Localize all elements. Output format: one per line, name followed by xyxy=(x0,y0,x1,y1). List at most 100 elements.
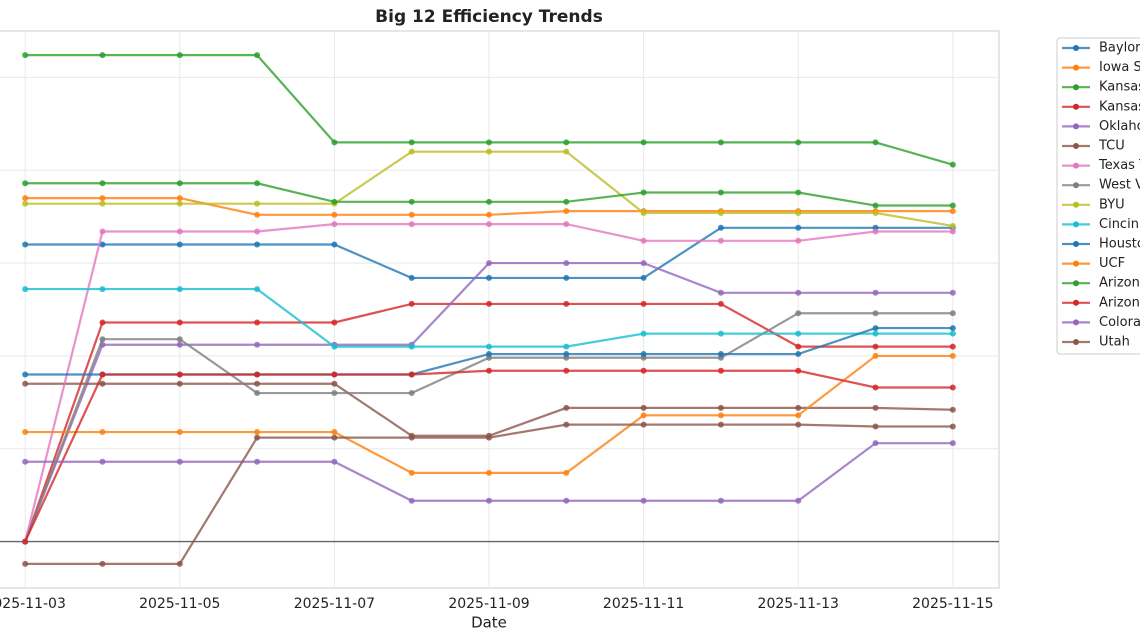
legend-label: Kansas xyxy=(1099,99,1140,114)
data-point xyxy=(795,497,802,504)
data-point xyxy=(717,224,724,231)
data-point xyxy=(22,538,29,545)
data-point xyxy=(254,52,261,59)
legend-marker xyxy=(1073,241,1079,247)
data-point xyxy=(795,189,802,196)
data-point xyxy=(563,208,570,215)
data-point xyxy=(563,139,570,146)
data-point xyxy=(176,560,183,567)
data-point xyxy=(717,412,724,419)
data-point xyxy=(795,139,802,146)
legend-marker xyxy=(1073,339,1079,345)
data-point xyxy=(408,148,415,155)
series xyxy=(22,440,956,504)
data-point xyxy=(640,421,647,428)
data-point xyxy=(640,300,647,307)
data-point xyxy=(331,458,338,465)
data-point xyxy=(331,241,338,248)
legend-label: Kansas xyxy=(1099,80,1140,95)
data-point xyxy=(22,371,29,378)
legend-marker xyxy=(1073,182,1079,189)
data-point xyxy=(408,434,415,441)
legend-marker xyxy=(1073,45,1079,51)
data-point xyxy=(176,336,183,343)
data-point xyxy=(99,241,106,248)
data-point xyxy=(408,198,415,205)
data-point xyxy=(486,260,492,267)
data-point xyxy=(872,202,879,209)
data-point xyxy=(563,343,570,350)
data-point xyxy=(331,198,338,205)
data-point xyxy=(331,390,338,397)
data-point xyxy=(486,221,492,228)
data-point xyxy=(640,367,647,374)
data-point xyxy=(872,352,879,359)
data-point xyxy=(795,367,802,374)
legend-marker xyxy=(1073,103,1079,110)
data-point xyxy=(331,211,338,218)
data-point xyxy=(254,390,261,397)
legend-marker xyxy=(1073,319,1079,326)
series xyxy=(22,421,956,567)
data-point xyxy=(486,469,492,476)
data-point xyxy=(949,440,956,447)
data-point xyxy=(872,289,879,296)
data-point xyxy=(254,286,261,293)
data-point xyxy=(254,228,261,235)
data-point xyxy=(795,224,802,231)
chart-title: Big 12 Efficiency Trends xyxy=(375,7,603,27)
data-point xyxy=(949,222,956,229)
legend-label: Colora xyxy=(1099,315,1140,330)
legend-box xyxy=(1056,37,1140,355)
data-point xyxy=(99,195,106,202)
data-point xyxy=(486,274,492,281)
data-point xyxy=(486,434,492,441)
data-point xyxy=(176,458,183,465)
data-point xyxy=(486,497,492,504)
data-point xyxy=(563,274,570,281)
data-point xyxy=(717,421,724,428)
legend-label: Baylor xyxy=(1099,41,1140,56)
data-point xyxy=(563,198,570,205)
series xyxy=(22,260,956,545)
data-point xyxy=(640,330,647,337)
data-point xyxy=(408,300,415,307)
legend-label: Cincinn xyxy=(1099,217,1140,232)
data-point xyxy=(176,52,183,59)
data-point xyxy=(795,404,802,411)
data-point xyxy=(486,198,492,205)
data-point xyxy=(563,469,570,476)
series xyxy=(22,52,956,168)
series xyxy=(22,352,956,476)
data-point xyxy=(99,286,106,293)
data-point xyxy=(872,228,879,235)
data-point xyxy=(949,423,956,430)
data-point xyxy=(99,52,106,59)
data-point xyxy=(563,351,570,358)
data-point xyxy=(22,200,29,207)
series xyxy=(22,286,956,350)
data-point xyxy=(22,52,29,59)
data-point xyxy=(640,237,647,244)
data-point xyxy=(717,330,724,337)
data-point xyxy=(640,260,647,267)
legend-marker xyxy=(1073,143,1079,149)
data-point xyxy=(331,139,338,146)
data-point xyxy=(331,343,338,350)
data-point xyxy=(22,380,29,387)
data-point xyxy=(717,189,724,196)
x-tick-label: 2025-11-13 xyxy=(758,596,839,612)
data-point xyxy=(795,289,802,296)
data-point xyxy=(408,221,415,228)
data-point xyxy=(254,241,261,248)
data-point xyxy=(872,423,879,430)
legend-label: BYU xyxy=(1099,197,1125,212)
data-point xyxy=(486,351,492,358)
data-point xyxy=(640,139,647,146)
series xyxy=(22,224,956,281)
data-point xyxy=(717,367,724,374)
data-point xyxy=(795,209,802,216)
data-point xyxy=(795,330,802,337)
data-point xyxy=(717,404,724,411)
data-point xyxy=(640,351,647,358)
